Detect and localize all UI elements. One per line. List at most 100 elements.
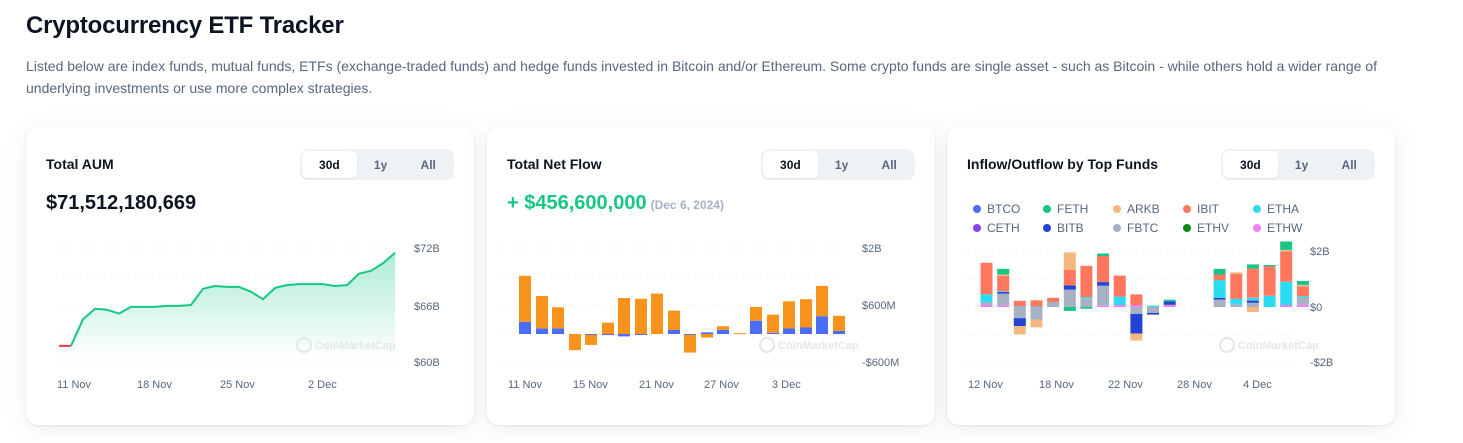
bar-group[interactable] [750,306,762,334]
bar-segment-ibit [1080,265,1093,298]
bar-group[interactable] [1163,299,1176,307]
bar-group[interactable] [635,298,647,335]
range-all-button[interactable]: All [420,157,436,172]
legend-item-ethw[interactable]: ETHW [1253,220,1323,235]
bar-group[interactable] [783,301,795,334]
bar-group[interactable] [651,293,663,334]
range-30d-button[interactable]: 30d [302,151,357,178]
bar-group[interactable] [833,315,845,334]
bar-group[interactable] [1047,297,1060,307]
bar-group[interactable] [1230,272,1243,307]
bar-group[interactable] [519,275,531,334]
bar-segment-bitcoin [734,333,746,335]
bar-group[interactable] [734,333,746,335]
legend-dot-icon [1043,204,1051,213]
bar-segment-ethereum [800,327,812,334]
bar-segment-bitb [1130,314,1143,334]
bar-group[interactable] [816,285,828,334]
bar-group[interactable] [767,314,779,334]
bar-group[interactable] [717,326,729,334]
bar-group[interactable] [1030,300,1043,328]
bar-segment-bitcoin [585,334,597,345]
bar-group[interactable] [585,334,597,345]
bar-segment-fbtc [997,293,1010,306]
legend-item-feth[interactable]: FETH [1043,201,1113,216]
bar-segment-arkb [1063,252,1076,270]
legend-dot-icon [1183,223,1191,232]
bar-group[interactable] [1013,300,1026,335]
bar-segment-fbtc [1147,307,1159,313]
y-axis-label: $2B [1310,246,1330,258]
bar-group[interactable] [618,298,630,337]
bar-segment-etha [1296,296,1309,298]
bar-group[interactable] [1296,281,1309,307]
bar-group[interactable] [997,268,1010,307]
bar-segment-arkb [997,274,1010,276]
range-30d-button[interactable]: 30d [763,151,818,178]
bar-segment-fbtc [1296,297,1309,305]
fund-flows-chart[interactable]: CoinMarketCap $2B $0 -$2B 12 Nov 18 Nov 22 Nov… [947,127,1395,425]
bar-group[interactable] [602,322,614,335]
y-axis-label: $66B [414,301,440,313]
total-aum-chart[interactable]: CoinMarketCap $72B $66B $60B 11 Nov 18 Nov 25 … [26,127,474,425]
bar-group[interactable] [701,332,713,338]
range-1y-button[interactable]: 1y [1294,157,1309,172]
bar-segment-feth [1213,268,1226,275]
svg-text:CoinMarketCap: CoinMarketCap [315,340,396,352]
x-axis-label: 4 Dec [1243,379,1272,391]
bar-segment-ethw [1163,304,1176,307]
bar-group[interactable] [1280,241,1293,308]
legend-dot-icon [1253,223,1261,232]
bar-group[interactable] [536,296,548,334]
bar-group[interactable] [552,307,564,334]
fund-flows-card: Inflow/Outflow by Top Funds 30d 1y All B… [947,127,1395,425]
range-all-button[interactable]: All [881,157,897,172]
bar-segment-arkb [1230,272,1243,274]
range-all-button[interactable]: All [1341,157,1357,172]
bar-group[interactable] [1246,264,1259,312]
bar-group[interactable] [1097,253,1110,308]
bar-group[interactable] [1113,275,1126,307]
bar-segment-fbtc [1213,299,1226,307]
bar-segment-arkb [1030,319,1043,328]
legend-item-btco[interactable]: BTCO [973,201,1043,216]
bar-group[interactable] [1130,294,1143,341]
bar-segment-etha [1030,306,1043,307]
legend-item-arkb[interactable]: ARKB [1113,201,1183,216]
legend-label: BTCO [987,201,1021,216]
net-flow-value: + $456,600,000 (Dec 6, 2024) [507,192,724,215]
bar-segment-fbtc [1246,302,1259,307]
bar-group[interactable] [800,299,812,334]
bar-group[interactable] [1080,265,1093,309]
bar-group[interactable] [1063,252,1076,311]
legend-dot-icon [973,204,981,213]
bar-group[interactable] [1263,265,1276,307]
legend-item-bitb[interactable]: BITB [1043,220,1113,235]
bar-segment-bitb [1013,318,1026,326]
legend-item-ibit[interactable]: IBIT [1183,201,1253,216]
legend-item-ethv[interactable]: ETHV [1183,220,1253,235]
legend-item-etha[interactable]: ETHA [1253,201,1323,216]
range-30d-button[interactable]: 30d [1223,151,1278,178]
bar-group[interactable] [980,262,993,307]
bar-segment-bitcoin [651,293,663,334]
bar-segment-etha [1280,281,1293,305]
range-1y-button[interactable]: 1y [834,157,849,172]
bar-group[interactable] [1147,305,1159,315]
bar-segment-ibit [1263,266,1276,296]
bar-group[interactable] [668,310,680,334]
legend-item-ceth[interactable]: CETH [973,220,1043,235]
bar-segment-etha [1213,280,1226,298]
page-description: Listed below are index funds, mutual fun… [26,58,1377,96]
legend-dot-icon [1183,204,1191,213]
bar-segment-bitcoin [717,326,729,330]
bar-group[interactable] [1213,268,1226,307]
bar-group[interactable] [569,334,581,351]
legend-item-fbtc[interactable]: FBTC [1113,220,1183,235]
bar-segment-bitcoin [569,334,581,351]
watermark: CoinMarketCap [1219,337,1319,353]
net-flow-chart[interactable]: CoinMarketCap $2B $600M -$600M 11 Nov 15 Nov 2… [487,127,935,425]
range-1y-button[interactable]: 1y [373,157,388,172]
bar-group[interactable] [684,334,696,353]
bar-segment-ethereum [536,328,548,334]
